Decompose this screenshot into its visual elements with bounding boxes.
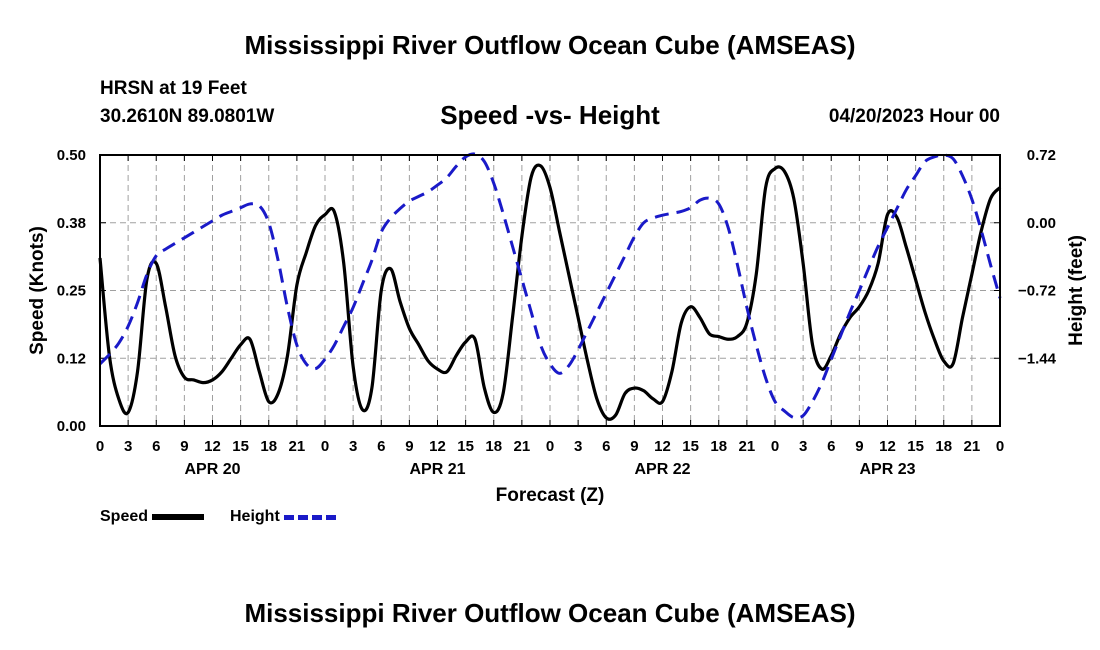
day-label: APR 22 — [634, 461, 690, 478]
x-tick-label: 0 — [546, 438, 554, 455]
y2-tick-label: −0.72 — [1018, 283, 1056, 300]
x-tick-label: 12 — [204, 438, 221, 455]
y2-axis-title: Height (feet) — [1066, 235, 1087, 346]
y-tick-label: 0.38 — [57, 215, 86, 232]
x-tick-label: 21 — [964, 438, 981, 455]
day-label: APR 21 — [409, 461, 465, 478]
x-tick-label: 0 — [96, 438, 104, 455]
station-coordinates: 30.2610N 89.0801W — [100, 106, 275, 127]
day-label: APR 23 — [859, 461, 915, 478]
day-label: APR 20 — [184, 461, 240, 478]
x-tick-label: 21 — [289, 438, 306, 455]
x-tick-label: 0 — [996, 438, 1004, 455]
legend-speed: Speed — [100, 508, 205, 526]
x-tick-label: 3 — [799, 438, 807, 455]
x-tick-label: 15 — [457, 438, 474, 455]
x-tick-label: 12 — [654, 438, 671, 455]
x-tick-label: 9 — [855, 438, 863, 455]
y-tick-label: 0.50 — [57, 147, 86, 164]
legend-speed-label: Speed — [100, 508, 149, 525]
x-tick-label: 21 — [514, 438, 531, 455]
x-tick-label: 6 — [602, 438, 610, 455]
y-tick-label: 0.12 — [57, 350, 86, 367]
legend-speed-swatch — [152, 514, 205, 520]
x-tick-label: 3 — [574, 438, 582, 455]
x-tick-label: 3 — [124, 438, 132, 455]
x-tick-label: 12 — [429, 438, 446, 455]
plot-frame — [99, 154, 1001, 427]
speed-height-chart: 0 3 6 9 12 15 18 21 0 3 6 9 12 15 18 21 0 3 6 9 12 15 18 21 0 3 6 9… — [27, 147, 1087, 506]
x-tick-label: 0 — [321, 438, 329, 455]
forecast-date-hour: 04/20/2023 Hour 00 — [828, 106, 1000, 127]
y-axis-title: Speed (Knots) — [27, 226, 48, 355]
x-axis-title: Forecast (Z) — [496, 485, 605, 506]
x-tick-label: 18 — [710, 438, 727, 455]
series-line-height — [98, 152, 1002, 420]
x-tick-label: 15 — [682, 438, 699, 455]
x-tick-label: 9 — [180, 438, 188, 455]
x-tick-label: 6 — [827, 438, 835, 455]
legend-height: Height — [230, 508, 336, 526]
legend-height-label: Height — [230, 508, 280, 525]
chart-subtitle: Speed -vs- Height — [440, 100, 660, 130]
chart-main-title: Mississippi River Outflow Ocean Cube (AM… — [244, 30, 856, 60]
series-line-speed — [98, 163, 1002, 421]
y2-tick-label: −1.44 — [1018, 350, 1057, 367]
y-tick-label: 0.00 — [57, 418, 86, 435]
x-tick-label: 3 — [349, 438, 357, 455]
legend-height-swatch — [283, 514, 336, 520]
y2-tick-label: 0.00 — [1027, 215, 1056, 232]
x-tick-label: 18 — [485, 438, 502, 455]
x-tick-label: 6 — [152, 438, 160, 455]
y2-tick-label: 0.72 — [1027, 147, 1056, 164]
x-tick-label: 0 — [771, 438, 779, 455]
x-tick-label: 15 — [907, 438, 924, 455]
y-tick-label: 0.25 — [57, 283, 86, 300]
x-tick-label: 9 — [630, 438, 638, 455]
bottom-repeated-title: Mississippi River Outflow Ocean Cube (AM… — [244, 598, 856, 628]
x-tick-label: 6 — [377, 438, 385, 455]
station-label: HRSN at 19 Feet — [100, 78, 247, 99]
x-tick-label: 21 — [739, 438, 756, 455]
x-tick-label: 9 — [405, 438, 413, 455]
x-tick-label: 18 — [260, 438, 277, 455]
x-tick-label: 15 — [232, 438, 249, 455]
x-tick-label: 12 — [879, 438, 896, 455]
x-tick-label: 18 — [935, 438, 952, 455]
